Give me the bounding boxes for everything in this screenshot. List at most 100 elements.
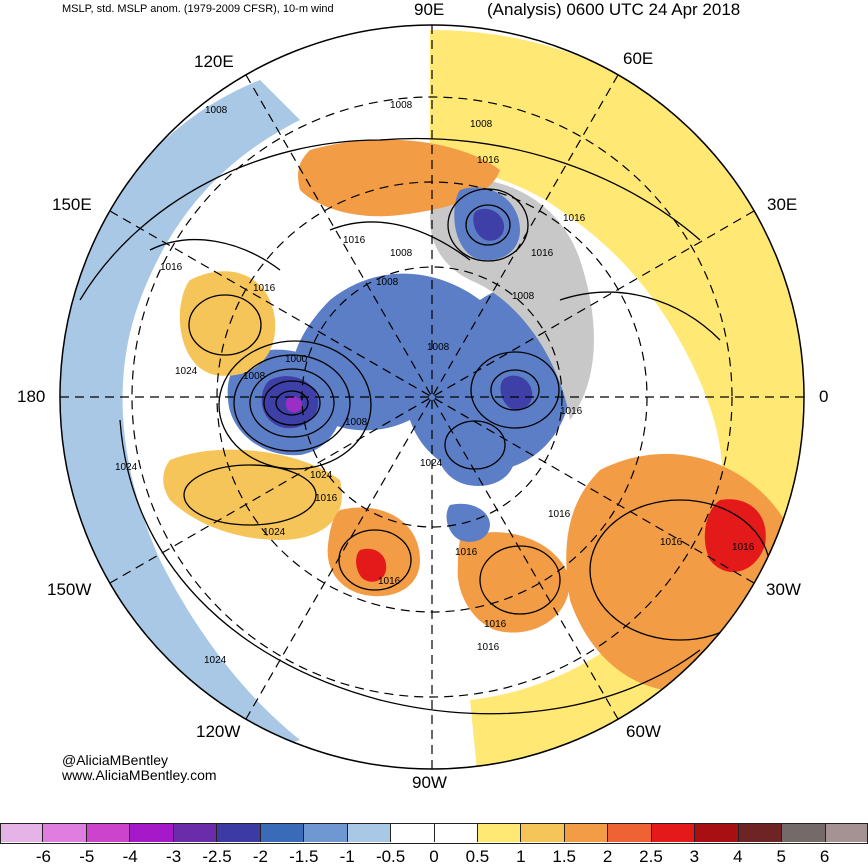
colorbar-swatch: [564, 823, 609, 842]
isobar-label: 1008: [376, 277, 399, 288]
aleutian-low-center: [285, 396, 302, 413]
author-website: www.AliciaMBentley.com: [62, 767, 217, 783]
isobar-ring: [479, 545, 561, 615]
colorbar-tick-label: 1.5: [552, 847, 577, 866]
colorbar-swatch: [738, 823, 783, 842]
isobar-ring: [183, 464, 317, 526]
lon-label-60e: 60E: [623, 49, 654, 68]
meridian-60-120: [245, 74, 619, 720]
colorbar-tick-label: -5: [79, 847, 95, 866]
isobar-label: 1008: [390, 100, 413, 111]
lon-label-180: 180: [17, 387, 46, 406]
colorbar-swatch: [260, 823, 305, 842]
colorbar-swatch: [130, 823, 174, 842]
isobar-label: 1016: [732, 542, 755, 553]
anomaly-field: [60, 30, 804, 769]
isobar-label: 1016: [253, 283, 276, 294]
isobar-line: [559, 291, 721, 341]
arctic-low-right-core: [500, 375, 533, 410]
isobar-label: 1016: [531, 248, 554, 259]
isobar-label: 1016: [160, 262, 183, 273]
isobar-label: 1008: [345, 417, 368, 428]
isobar-label: 1024: [263, 527, 286, 538]
colorbar-swatch: [477, 823, 522, 842]
isobar-label: 1024: [420, 458, 443, 469]
colorbar: -6 -5 -4 -3 -2.5 -2 -1.5 -1 -0.5 0 0.5 1 1.5 2 2.5 3 4 5 6: [0, 823, 868, 866]
pacific-negative-anomaly: [60, 80, 300, 760]
colorbar-swatch: [695, 823, 739, 842]
colorbar-tick-label: -1.5: [289, 847, 319, 866]
colorbar-tick-label: 0: [429, 847, 439, 866]
colorbar-swatch: [782, 823, 826, 842]
isobar-label: 1024: [175, 366, 198, 377]
colorbar-tick-label: 3: [689, 847, 700, 866]
isobar-ring: [263, 380, 321, 426]
isobar-line: [79, 137, 701, 301]
isobar-label: 1008: [512, 291, 535, 302]
isobar-label: 1016: [455, 547, 478, 558]
isobar-label: 1016: [484, 619, 507, 630]
colorbar-swatch: [347, 823, 392, 842]
canada-warm-anomaly: [457, 532, 570, 633]
colorbar-tick-label: -6: [35, 847, 51, 866]
map-boundary: [59, 24, 805, 770]
siberia-warm-anomaly: [298, 139, 500, 217]
western-us-red-core: [356, 548, 387, 582]
lon-label-90e-top: 90E: [414, 0, 445, 19]
map-title: MSLP, std. MSLP anom. (1979-2009 CFSR), …: [62, 3, 334, 15]
lon-label-0: 0: [819, 387, 829, 406]
colorbar-swatch: [391, 823, 435, 842]
colorbar-tick-label: 5: [776, 847, 786, 866]
colorbar-swatch: [521, 823, 565, 842]
isobar-line: [329, 221, 471, 261]
isobar-ring: [249, 368, 335, 438]
meridian-120-60: [245, 74, 619, 720]
analysis-time: (Analysis) 0600 UTC 24 Apr 2018: [487, 0, 741, 19]
isobar-ring: [470, 351, 560, 429]
atlantic-red-core: [704, 499, 766, 572]
isobar-label: 1016: [315, 493, 338, 504]
lon-label-120e: 120E: [194, 52, 234, 71]
lon-label-150e: 150E: [52, 195, 92, 214]
isobar-label: 1016: [560, 406, 583, 417]
isobar-label: 1008: [243, 371, 266, 382]
isobar-label: 1016: [378, 576, 401, 587]
isobar-label: 1016: [477, 642, 500, 653]
isobar-contours: [79, 137, 771, 715]
isobar-ring: [338, 529, 412, 591]
isobar-label: 1008: [470, 119, 493, 130]
colorbar-swatch: [0, 823, 44, 842]
isobar-ring: [465, 204, 511, 246]
colorbar-tick-label: -3: [166, 847, 182, 866]
lon-label-150w: 150W: [47, 580, 92, 599]
isobar-label: 1016: [563, 213, 586, 224]
colorbar-tick-label: 0.5: [465, 847, 490, 866]
isobar-ring: [233, 354, 351, 452]
isobar-labels: 1008 1008 1016 1016 1008 1016 1016 1008 …: [115, 100, 755, 666]
colorbar-swatches: [0, 823, 868, 842]
colorbar-swatch: [86, 823, 131, 842]
colorbar-swatch: [434, 823, 478, 842]
colorbar-tick-label: 4: [733, 847, 743, 866]
colorbar-tick-label: 1: [516, 847, 526, 866]
colorbar-tick-label: 2.5: [639, 847, 663, 866]
isobar-label: 1016: [548, 509, 571, 520]
colorbar-swatch: [608, 823, 652, 842]
latitude-circle-20n: [131, 96, 733, 698]
great-lakes-low: [446, 503, 490, 542]
colorbar-tick-label: 6: [819, 847, 830, 866]
isobar-ring: [490, 369, 540, 411]
colorbar-frame: [0, 823, 868, 844]
isobar-label: 1024: [310, 470, 333, 481]
isobar-label: 1016: [477, 155, 500, 166]
isobar-label: 1008: [390, 248, 413, 259]
arctic-low-top-core: [473, 208, 505, 241]
isobar-label: 1024: [115, 462, 138, 473]
colorbar-swatch: [825, 823, 868, 842]
isobar-ring: [188, 294, 262, 356]
isobar-label: 1008: [205, 105, 228, 116]
lon-label-120w: 120W: [196, 722, 241, 741]
colorbar-swatch: [217, 823, 261, 842]
isobar-ring: [444, 420, 506, 470]
isobar-label: 1016: [343, 235, 366, 246]
